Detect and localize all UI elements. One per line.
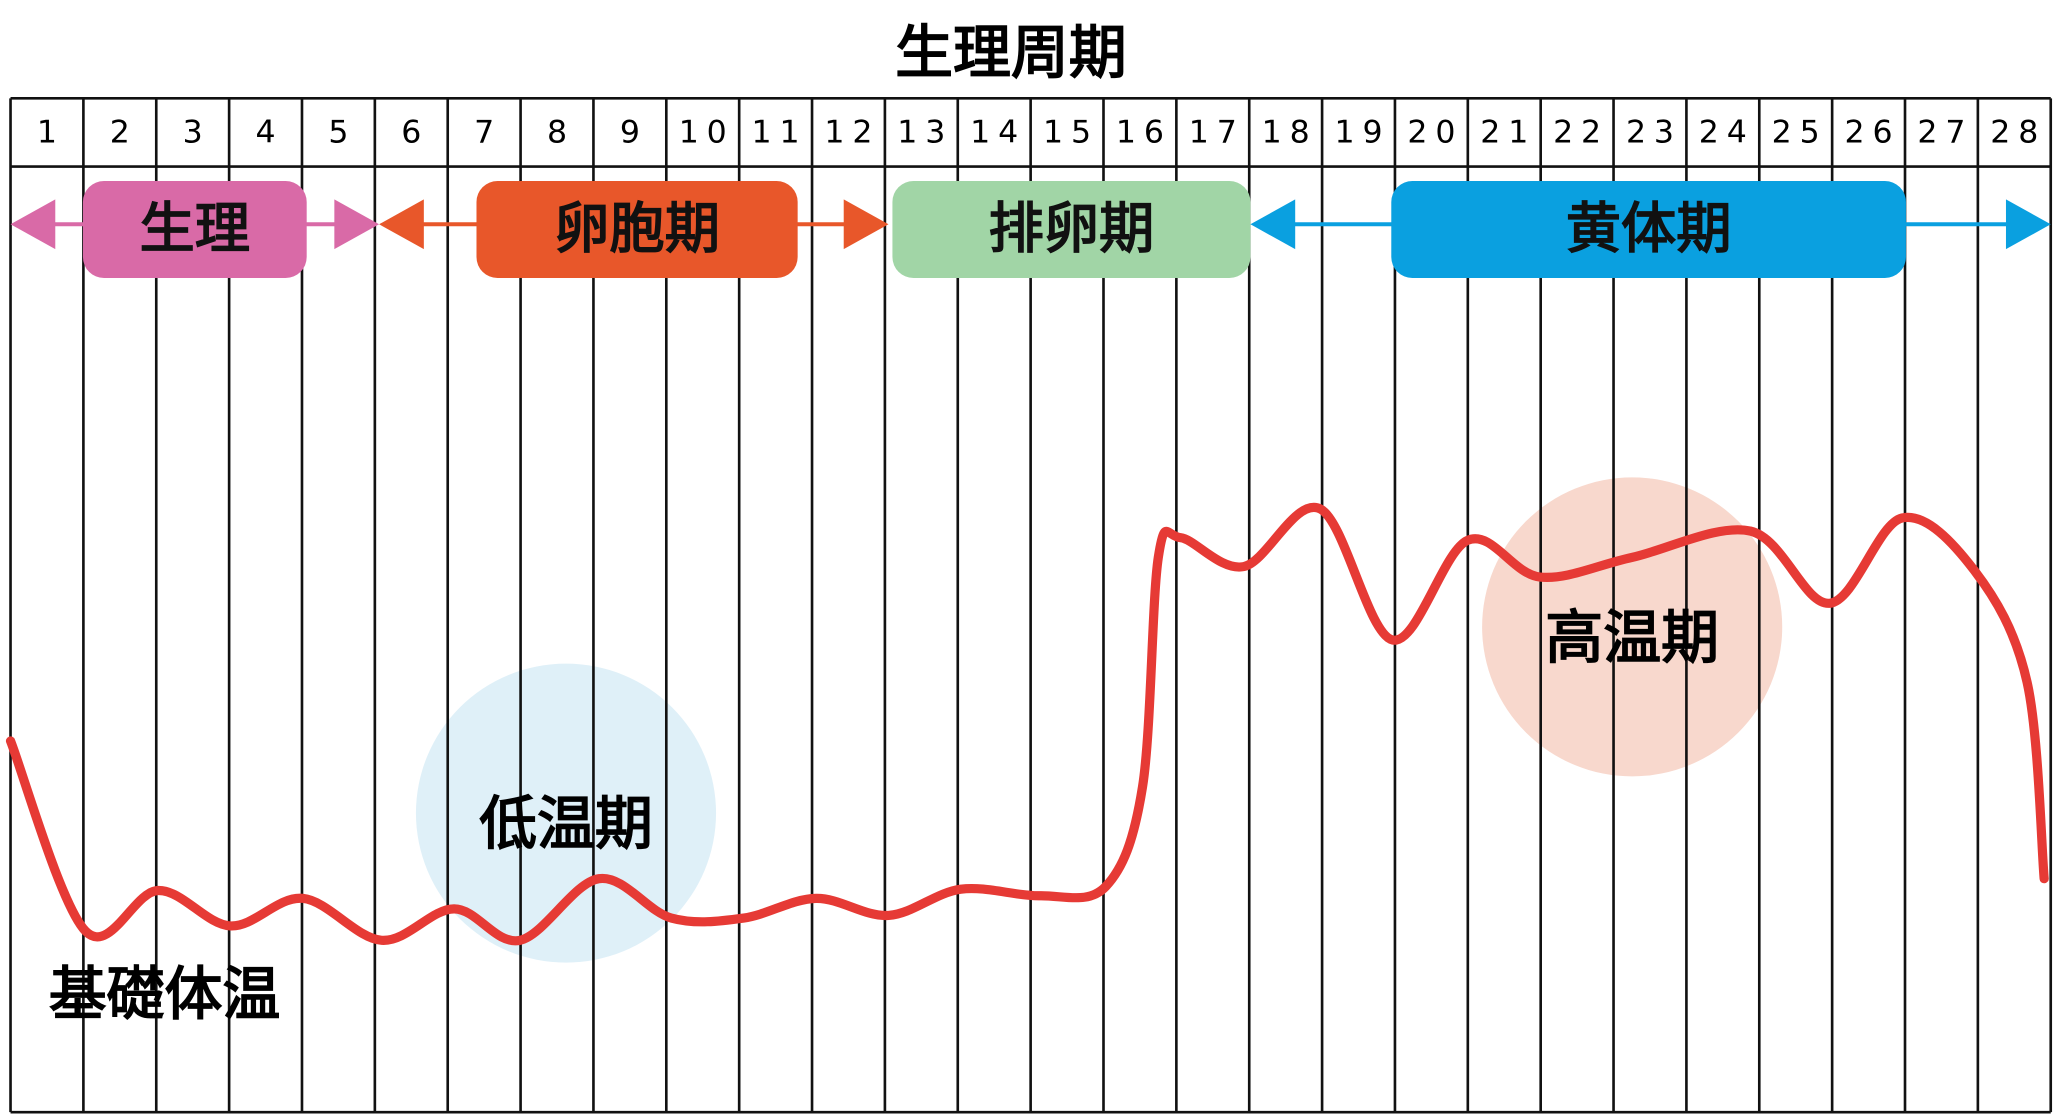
day-label: 7	[474, 114, 502, 150]
day-label: 21	[1480, 114, 1536, 150]
temperature-curve	[5, 502, 2049, 946]
day-label: 2	[110, 114, 138, 150]
phase-label: 卵胞期	[554, 198, 720, 262]
phase-arrow-head	[379, 199, 424, 250]
day-label: 4	[256, 114, 284, 150]
phase-box	[476, 180, 798, 279]
phase-arrow-head	[10, 199, 56, 250]
day-label: 14	[970, 114, 1026, 150]
phase-arrow-head	[334, 199, 380, 250]
day-label: 28	[1990, 114, 2046, 150]
day-label: 8	[547, 114, 575, 150]
day-label: 9	[620, 114, 648, 150]
zone-circle	[415, 663, 717, 963]
phase-label: 生理	[140, 198, 251, 262]
phase-arrow-head	[843, 199, 889, 250]
day-label: 17	[1189, 114, 1245, 150]
day-label: 27	[1917, 114, 1973, 150]
day-label: 12	[824, 114, 880, 150]
day-label: 5	[328, 114, 356, 150]
day-label: 18	[1262, 114, 1318, 150]
day-label: 22	[1553, 114, 1609, 150]
phase-label: 排卵期	[989, 198, 1155, 262]
day-label: 20	[1407, 114, 1463, 150]
phase-box	[1391, 180, 1906, 279]
day-label: 25	[1772, 114, 1828, 150]
curve-label: 基礎体温	[49, 960, 281, 1028]
day-label: 23	[1626, 114, 1682, 150]
phase-arrow-head	[2005, 199, 2051, 250]
day-label: 10	[679, 114, 735, 150]
day-label: 11	[752, 114, 808, 150]
phase-arrow-head	[1250, 199, 1296, 250]
day-label: 24	[1699, 114, 1755, 150]
title: 生理周期	[895, 19, 1127, 87]
day-label: 26	[1845, 114, 1901, 150]
phase-box	[892, 180, 1251, 279]
phase-label: 黄体期	[1566, 198, 1732, 262]
zone-label: 高温期	[1545, 603, 1719, 671]
day-label: 6	[401, 114, 429, 150]
day-label: 1	[37, 114, 65, 150]
phase-box	[82, 180, 307, 279]
day-label: 15	[1043, 114, 1099, 150]
day-label: 13	[897, 114, 953, 150]
zone-circle	[1482, 477, 1783, 777]
day-label: 19	[1334, 114, 1390, 150]
day-label: 3	[183, 114, 211, 150]
zone-label: 低温期	[479, 790, 653, 858]
day-label: 16	[1116, 114, 1172, 150]
